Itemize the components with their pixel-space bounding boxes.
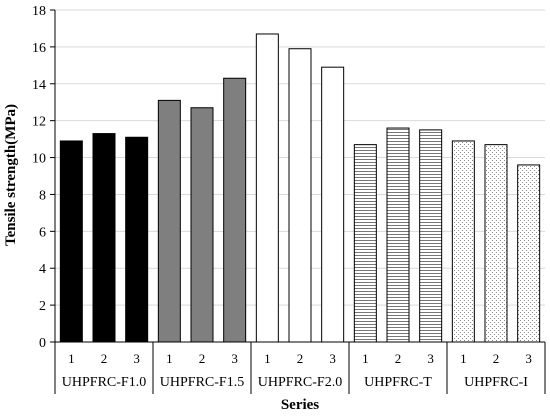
bar: [353, 144, 377, 343]
bar-index-label: 3: [525, 351, 532, 366]
bar: [125, 136, 149, 343]
bar: [321, 66, 345, 343]
bar: [419, 129, 443, 343]
bar-index-label: 1: [362, 351, 369, 366]
bar-index-label: 1: [264, 351, 271, 366]
bar: [517, 164, 541, 343]
group-label: UHPFRC-I: [464, 375, 528, 390]
bar: [190, 107, 214, 343]
bar: [484, 144, 508, 343]
bar-index-label: 3: [427, 351, 434, 366]
bar-index-label: 3: [231, 351, 238, 366]
bar: [92, 133, 116, 343]
bar: [59, 140, 83, 343]
group-label: UHPFRC-F1.0: [62, 375, 146, 390]
y-tick-label: 8: [39, 188, 46, 203]
bar-index-label: 2: [493, 351, 500, 366]
bar-index-label: 1: [460, 351, 467, 366]
group-label: UHPFRC-T: [364, 375, 432, 390]
y-tick-label: 4: [39, 262, 46, 277]
y-tick-label: 10: [32, 152, 46, 167]
bars: [59, 33, 541, 343]
x-axis-title: Series: [281, 397, 319, 413]
bar-index-label: 2: [101, 351, 108, 366]
bar: [223, 77, 247, 343]
group-label: UHPFRC-F1.5: [160, 375, 244, 390]
bar-index-label: 2: [297, 351, 304, 366]
bar-index-label: 3: [329, 351, 336, 366]
y-tick-label: 18: [32, 4, 46, 19]
y-tick-label: 16: [32, 41, 46, 56]
y-axis-title: Tensile strength(MPa): [3, 104, 19, 246]
bar-index-label: 2: [199, 351, 206, 366]
bar-index-label: 1: [166, 351, 173, 366]
bar: [288, 48, 312, 343]
y-tick-label: 6: [39, 225, 46, 240]
y-tick-label: 2: [39, 299, 46, 314]
y-tick-label: 14: [32, 78, 46, 93]
bar-index-label: 1: [68, 351, 75, 366]
bar-index-label: 3: [133, 351, 140, 366]
bar: [451, 140, 475, 343]
group-label: UHPFRC-F2.0: [258, 375, 342, 390]
bar-index-label: 2: [395, 351, 402, 366]
bar: [386, 127, 410, 343]
bar: [157, 99, 181, 343]
y-tick-label: 0: [39, 336, 46, 351]
bar: [255, 33, 279, 343]
y-tick-label: 12: [32, 115, 46, 130]
